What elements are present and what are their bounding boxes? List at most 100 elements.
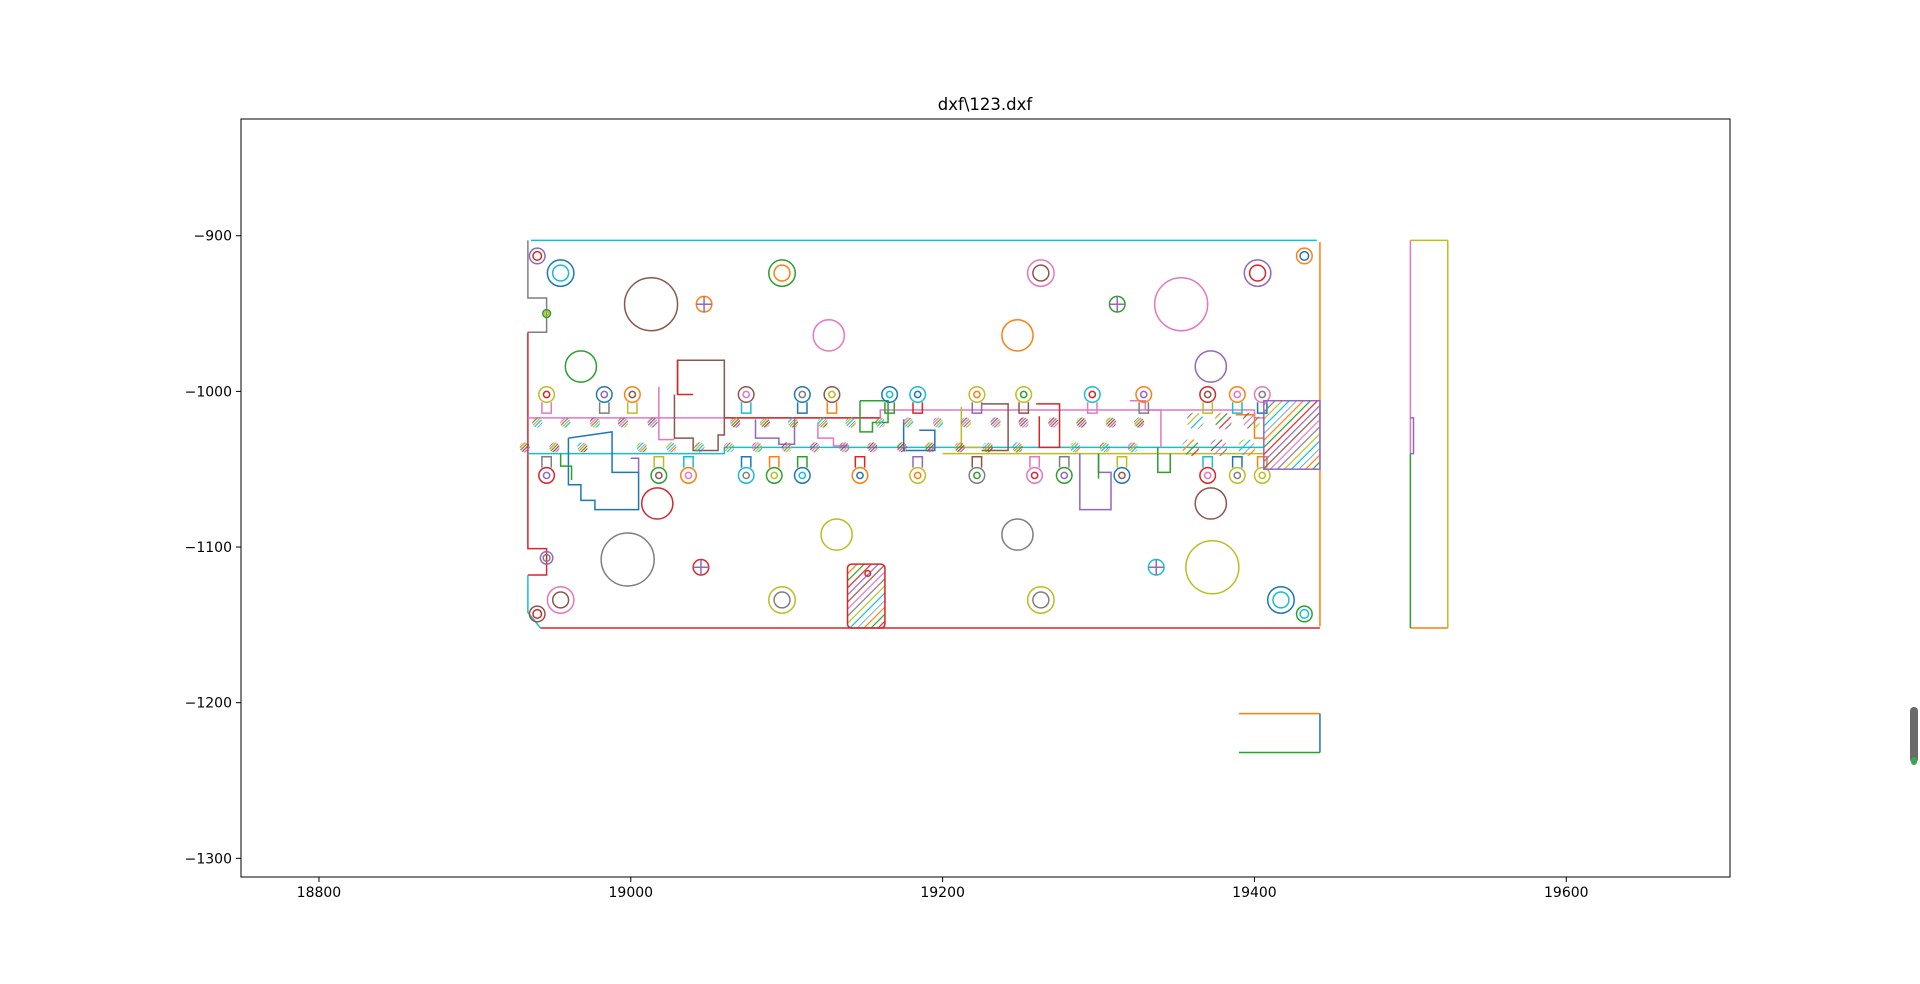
bottom-pin-core [654,471,663,480]
cutout-mid-6 [981,403,1009,452]
y-tick-label: −1300 [185,851,232,867]
top-pin-ring [881,385,899,404]
hatched-dot [589,417,601,428]
bottom-pin-stem [1116,456,1128,468]
bottom-pin-ring [1228,466,1246,484]
hatched-dot [694,442,705,453]
bottom-pin-ring [679,466,698,484]
mounting-hole-outer [768,259,797,288]
top-pin-stem [1202,402,1214,414]
mounting-hole-outer [546,585,575,614]
side-part-notch [1410,417,1415,455]
big-hole-circle [1194,350,1228,383]
mounting-hole-outer [1026,585,1055,614]
top-pin-core [600,390,609,399]
top-pin-core [1233,390,1242,399]
hatched-dot [990,417,1001,428]
hatched-region [846,563,886,629]
mounting-hole-outer [1243,259,1272,288]
cutout-right-block [1079,453,1112,511]
hatched-dot [1099,442,1110,453]
bottom-pin-stem [541,456,553,468]
drawing-content [519,239,1449,754]
small-ring-inner [1299,608,1310,619]
cutout-mid-7 [1036,403,1061,449]
mounting-hole-inner [551,264,570,282]
hatched-dot-large [1242,412,1260,430]
bottom-pin-core [1233,471,1242,480]
bottom-pin-stem [768,456,780,468]
hatched-dot [1012,442,1023,453]
hatched-dot [560,417,571,428]
bottom-pin-ring [851,466,869,484]
cutout-left-step [559,453,573,481]
top-pin-stem [1138,402,1150,414]
hatched-dot [723,442,735,453]
top-pin-stem [884,402,896,414]
top-pin-stem [598,402,610,414]
hatched-dot [781,442,792,453]
mounting-hole-inner [1248,264,1267,282]
cutout-mid-3 [859,399,889,433]
big-hole-circle [640,487,674,520]
hatched-dot [1127,442,1138,453]
top-pin-ring [793,385,811,404]
top-pin-ring [595,385,613,404]
top-pin-core [542,390,551,399]
hatched-dot [1048,417,1059,428]
bottom-pin-ring [650,466,668,484]
x-axis: 18800 19000 19200 19400 19600 [297,877,1589,901]
top-pin-core [913,390,922,399]
hatched-dot [577,442,588,453]
small-ring-inner [542,553,551,563]
x-tick-label: 19000 [609,885,654,901]
hatched-dot [954,442,965,453]
bottom-pin-core [1258,471,1267,480]
plot-title: dxf\123.dxf [938,95,1034,114]
bottom-pin-stem [1058,456,1070,468]
top-pin-stem [1086,402,1098,414]
small-ring-inner [532,608,543,619]
top-pin-core [1088,390,1097,399]
hatched-dot [647,417,658,428]
bottom-pin-ring [737,466,755,484]
big-hole-circle [564,350,598,383]
bottom-pin-ring [538,466,556,484]
mounting-hole-outer [1026,259,1055,288]
bottom-pin-stem [854,456,866,468]
hatched-dot-large [1181,438,1200,456]
bottom-pin-stem [740,456,752,468]
mounting-hole-outer [768,585,797,614]
small-ring-inner [1299,250,1310,262]
top-pin-ring [538,385,556,404]
hatched-dot [751,442,763,453]
bottom-pin-stem [1231,456,1243,468]
axes-frame [240,118,1731,878]
big-hole-circle [1001,518,1034,551]
hatched-dot [759,417,771,428]
bottom-pin-ring [1026,466,1044,484]
bottom-pin-stem [1202,456,1214,468]
bottom-pin-core [770,471,779,480]
hatched-dot [1105,417,1117,428]
hatched-dot-large [1214,412,1232,430]
y-axis: −900 −1000 −1100 −1200 −1300 [185,229,241,867]
cutout-center-tall [673,359,726,452]
small-ring-inner [543,310,550,317]
mounting-hole-inner [1272,591,1290,609]
top-pin-ring [1253,385,1271,404]
bottom-pin-ring [1055,466,1073,484]
left-notch-top [527,240,548,333]
top-pin-stem [1018,402,1030,414]
top-pin-ring [737,385,755,404]
small-ring-outer [528,605,546,623]
small-ring-outer [541,308,552,319]
y-tick-label: −900 [194,229,232,245]
top-pin-core [1203,390,1212,399]
hatched-dot [867,442,878,453]
top-pin-ring [1228,385,1246,404]
bottom-pin-stem [971,456,983,468]
scrollbar-handle[interactable] [1910,707,1918,765]
x-tick-label: 19400 [1232,885,1277,901]
